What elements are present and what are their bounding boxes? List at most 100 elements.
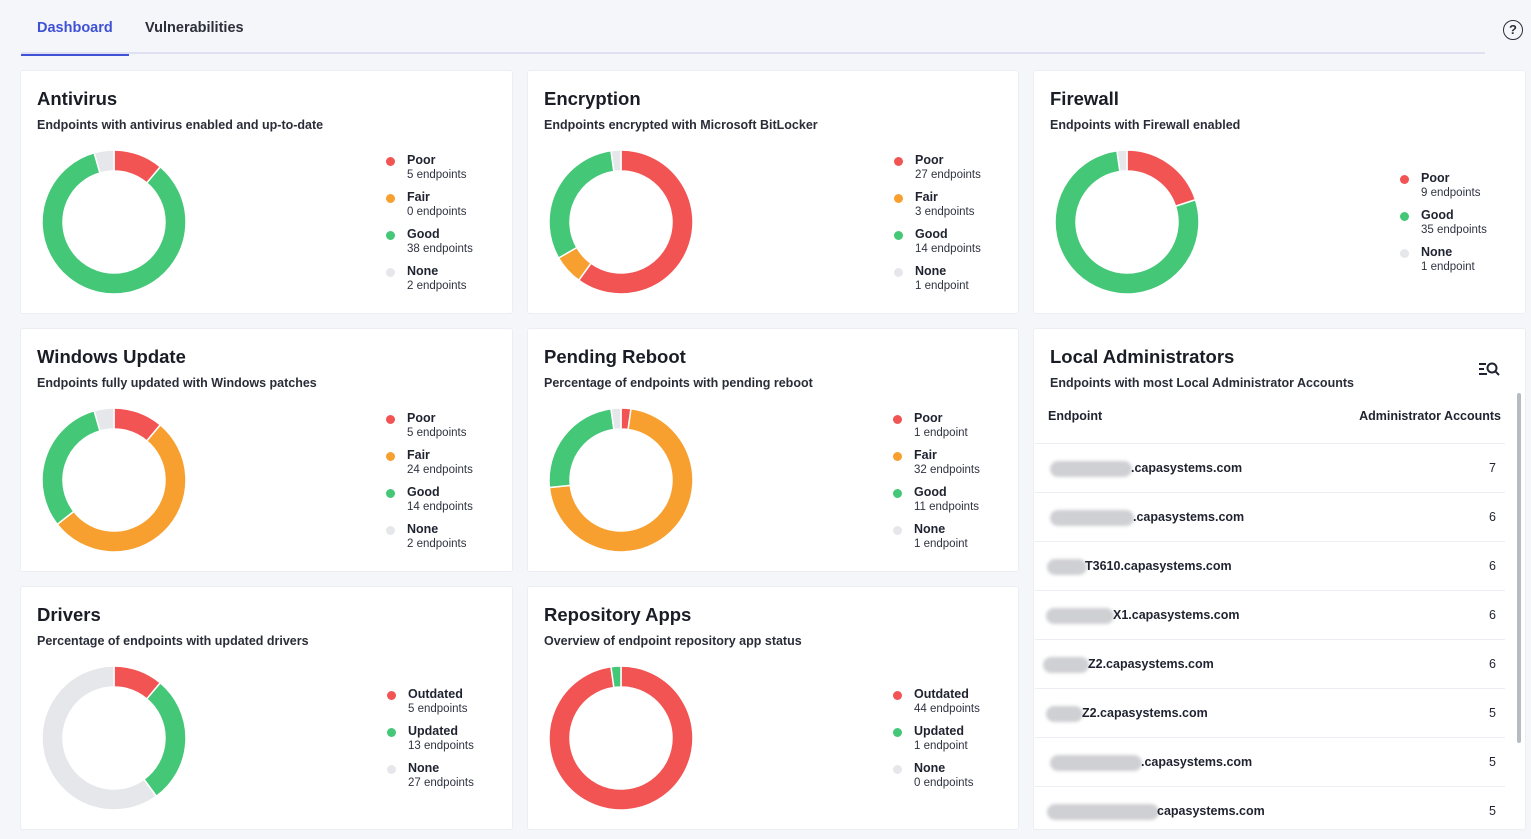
column-endpoint[interactable]: Endpoint xyxy=(1048,409,1103,423)
legend-item-fair[interactable]: Fair 0 endpoints xyxy=(386,190,506,227)
legend-count: 3 endpoints xyxy=(915,206,975,218)
legend-item-none[interactable]: None 2 endpoints xyxy=(386,522,506,559)
legend-item-poor[interactable]: Poor 9 endpoints xyxy=(1400,171,1520,208)
table-row[interactable]: .capasystems.com 7 xyxy=(1035,443,1505,492)
table-row[interactable]: .capasystems.com 5 xyxy=(1035,737,1505,786)
pending-reboot-donut-chart[interactable] xyxy=(546,405,696,555)
legend-item-good[interactable]: Good 35 endpoints xyxy=(1400,208,1520,245)
donut-segment-good[interactable] xyxy=(548,149,615,260)
table-row[interactable]: capasystems.com 5 xyxy=(1035,786,1505,829)
legend-item-poor[interactable]: Poor 5 endpoints xyxy=(386,153,506,190)
table-row[interactable]: Z2.capasystems.com 5 xyxy=(1035,688,1505,737)
tab-dashboard[interactable]: Dashboard xyxy=(21,20,129,56)
legend-item-outdated[interactable]: Outdated 5 endpoints xyxy=(387,687,507,724)
drivers-donut-chart[interactable] xyxy=(39,663,189,813)
donut-segment-none[interactable] xyxy=(610,149,622,173)
legend-dot-icon xyxy=(386,526,395,535)
card-subtitle: Endpoints fully updated with Windows pat… xyxy=(37,376,317,390)
help-icon[interactable]: ? xyxy=(1503,20,1523,40)
legend-dot-icon xyxy=(1400,249,1409,258)
donut-segment-updated[interactable] xyxy=(142,681,187,798)
legend-label: Poor xyxy=(914,411,943,425)
card-subtitle: Endpoints encrypted with Microsoft BitLo… xyxy=(544,118,818,132)
legend-item-poor[interactable]: Poor 1 endpoint xyxy=(893,411,1013,448)
donut-segment-poor[interactable] xyxy=(1126,149,1197,208)
legend-item-updated[interactable]: Updated 13 endpoints xyxy=(387,724,507,761)
legend-dot-icon xyxy=(387,765,396,774)
legend-item-poor[interactable]: Poor 27 endpoints xyxy=(894,153,1014,190)
card-title: Drivers xyxy=(37,604,101,625)
card-subtitle: Percentage of endpoints with updated dri… xyxy=(37,634,309,648)
admin-count: 6 xyxy=(1489,559,1496,573)
legend-count: 5 endpoints xyxy=(407,169,467,181)
legend-label: Outdated xyxy=(914,687,969,701)
legend-item-poor[interactable]: Poor 5 endpoints xyxy=(386,411,506,448)
legend-item-good[interactable]: Good 38 endpoints xyxy=(386,227,506,264)
donut-segment-none[interactable] xyxy=(41,665,158,811)
legend-count: 27 endpoints xyxy=(408,777,474,789)
legend-label: None xyxy=(914,761,946,775)
legend-item-none[interactable]: None 27 endpoints xyxy=(387,761,507,798)
scrollbar[interactable] xyxy=(1517,393,1521,743)
list-search-icon[interactable] xyxy=(1478,360,1500,378)
legend-count: 13 endpoints xyxy=(408,740,474,752)
legend-item-good[interactable]: Good 14 endpoints xyxy=(894,227,1014,264)
donut-segment-none[interactable] xyxy=(610,407,622,431)
legend-label: Fair xyxy=(407,448,430,462)
drivers-card: Drivers Percentage of endpoints with upd… xyxy=(21,587,512,829)
redacted-hostname xyxy=(1043,657,1089,673)
table-row[interactable]: X1.capasystems.com 6 xyxy=(1035,590,1505,639)
firewall-donut-chart[interactable] xyxy=(1052,147,1202,297)
tab-vulnerabilities[interactable]: Vulnerabilities xyxy=(145,20,244,36)
legend-item-none[interactable]: None 0 endpoints xyxy=(893,761,1013,798)
legend-dot-icon xyxy=(387,728,396,737)
donut-segment-poor[interactable] xyxy=(577,149,694,295)
donut-segment-good[interactable] xyxy=(548,407,615,489)
card-title: Antivirus xyxy=(37,88,118,109)
card-subtitle: Endpoints with antivirus enabled and up-… xyxy=(37,118,324,132)
windows-update-donut-chart[interactable] xyxy=(39,405,189,555)
table-row[interactable]: Z2.capasystems.com 6 xyxy=(1035,639,1505,688)
legend-item-none[interactable]: None 1 endpoint xyxy=(893,522,1013,559)
donut-segment-fair[interactable] xyxy=(56,423,187,553)
donut-segment-none[interactable] xyxy=(93,407,115,432)
legend-item-fair[interactable]: Fair 3 endpoints xyxy=(894,190,1014,227)
legend-item-none[interactable]: None 1 endpoint xyxy=(894,264,1014,301)
donut-segment-outdated[interactable] xyxy=(548,665,694,811)
encryption-donut-chart[interactable] xyxy=(546,147,696,297)
endpoint-name: X1.capasystems.com xyxy=(1113,608,1240,622)
legend-count: 2 endpoints xyxy=(407,280,467,292)
donut-segment-fair[interactable] xyxy=(548,407,694,553)
donut-segment-none[interactable] xyxy=(1116,149,1128,173)
legend-label: None xyxy=(915,264,947,278)
card-title: Windows Update xyxy=(37,346,186,367)
repository-apps-donut-chart[interactable] xyxy=(546,663,696,813)
legend-item-outdated[interactable]: Outdated 44 endpoints xyxy=(893,687,1013,724)
legend-label: Good xyxy=(1421,208,1454,222)
donut-segment-good[interactable] xyxy=(41,409,101,526)
legend-item-good[interactable]: Good 11 endpoints xyxy=(893,485,1013,522)
legend-item-fair[interactable]: Fair 32 endpoints xyxy=(893,448,1013,485)
donut-segment-good[interactable] xyxy=(41,151,187,295)
card-subtitle: Percentage of endpoints with pending reb… xyxy=(544,376,813,390)
legend-item-none[interactable]: None 2 endpoints xyxy=(386,264,506,301)
legend-label: Good xyxy=(914,485,947,499)
table-header: Endpoint Administrator Accounts xyxy=(1048,409,1501,429)
drivers-legend: Outdated 5 endpoints Updated 13 endpoints No… xyxy=(387,687,507,798)
legend-item-fair[interactable]: Fair 24 endpoints xyxy=(386,448,506,485)
table-row[interactable]: .capasystems.com 6 xyxy=(1035,492,1505,541)
redacted-hostname xyxy=(1047,559,1087,575)
card-title: Repository Apps xyxy=(544,604,692,625)
legend-item-none[interactable]: None 1 endpoint xyxy=(1400,245,1520,282)
donut-segment-none[interactable] xyxy=(93,149,115,174)
legend-item-updated[interactable]: Updated 1 endpoint xyxy=(893,724,1013,761)
donut-segment-updated[interactable] xyxy=(610,665,622,689)
antivirus-donut-chart[interactable] xyxy=(39,147,189,297)
legend-label: Poor xyxy=(407,411,436,425)
donut-segment-good[interactable] xyxy=(1054,149,1200,295)
redacted-hostname xyxy=(1050,461,1132,477)
legend-label: Fair xyxy=(914,448,937,462)
column-administrator-accounts[interactable]: Administrator Accounts xyxy=(1359,409,1501,423)
legend-item-good[interactable]: Good 14 endpoints xyxy=(386,485,506,522)
table-row[interactable]: T3610.capasystems.com 6 xyxy=(1035,541,1505,590)
